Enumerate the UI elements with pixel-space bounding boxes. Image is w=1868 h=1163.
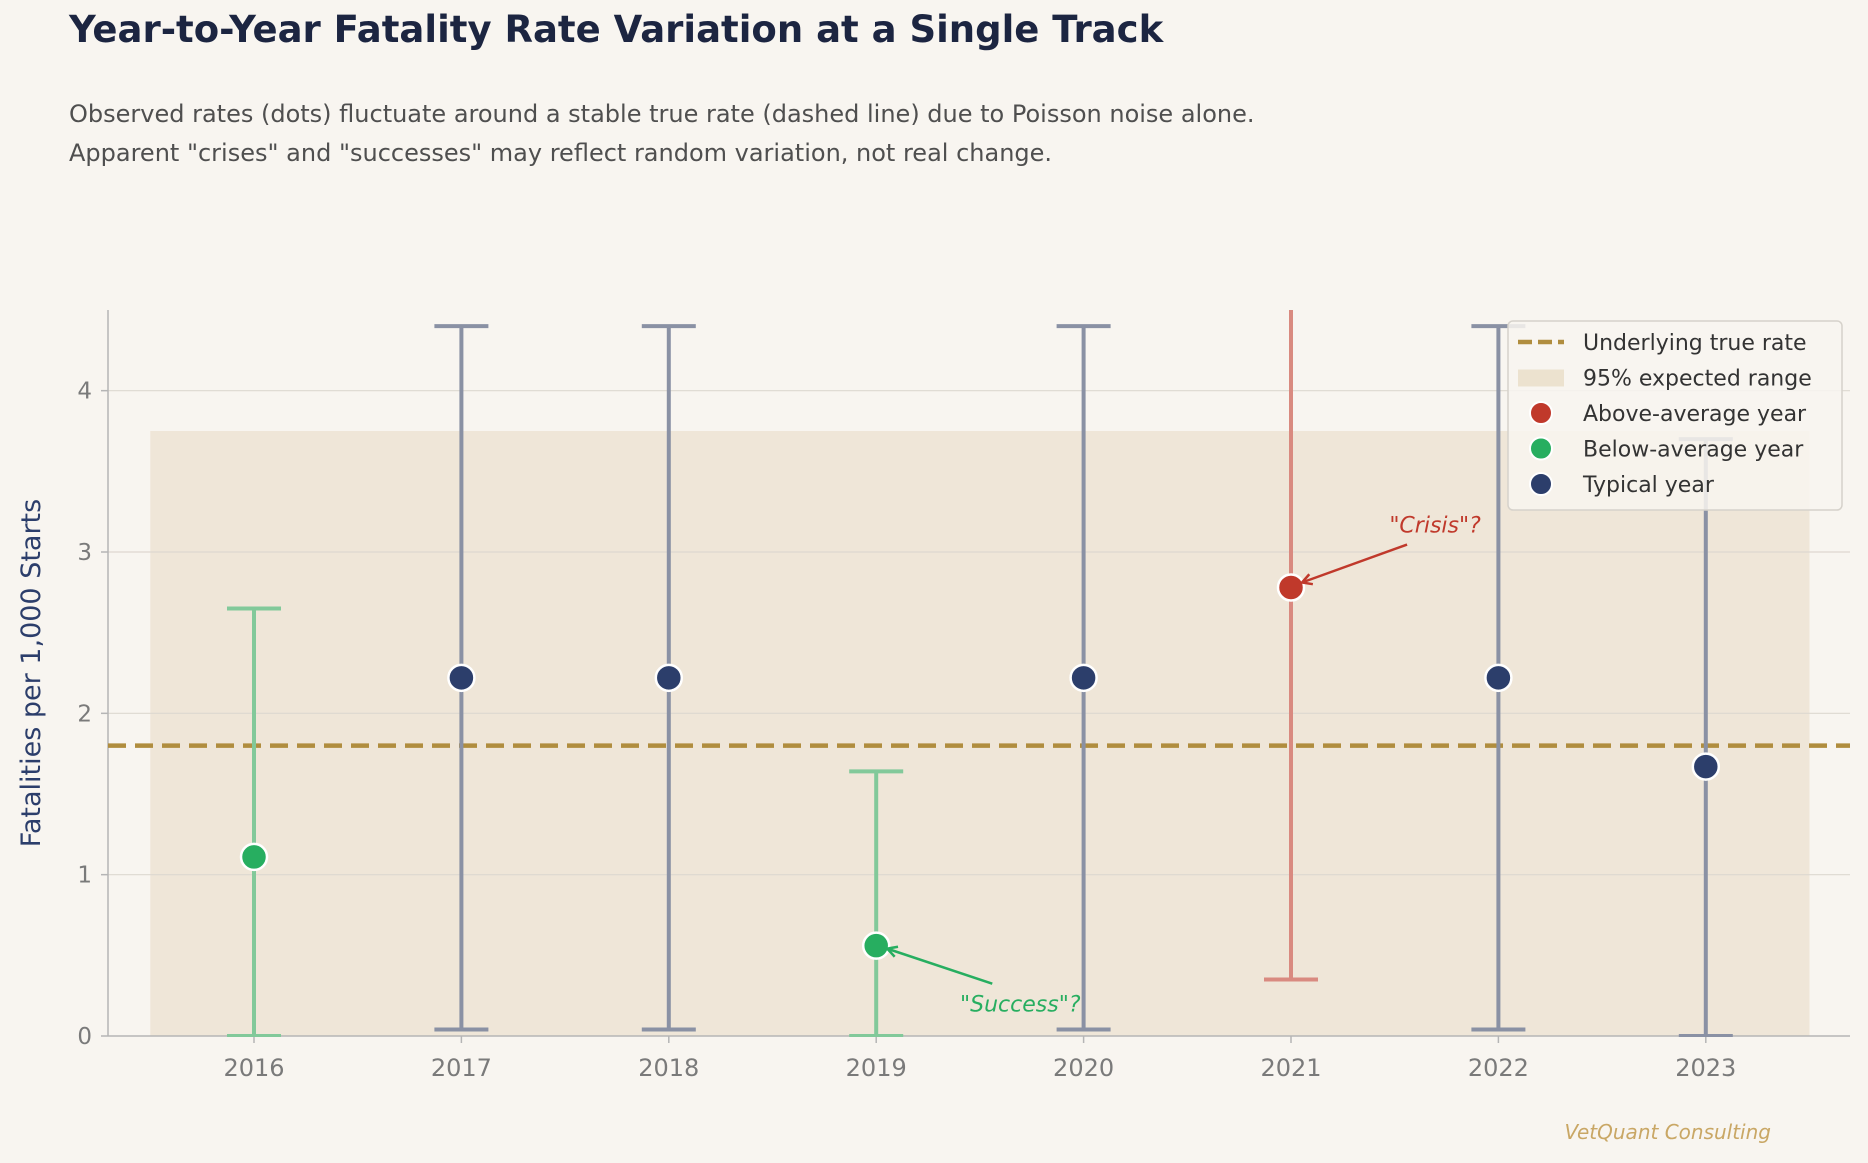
x-tick-label: 2021 <box>1260 1054 1321 1082</box>
data-point-2020 <box>1069 663 1098 693</box>
legend-label: Underlying true rate <box>1583 331 1807 356</box>
legend-label: Below-average year <box>1583 438 1804 463</box>
x-tick-label: 2023 <box>1675 1054 1736 1082</box>
legend-label: 95% expected range <box>1583 367 1812 392</box>
annotation-arrow <box>886 947 993 985</box>
chart-title: Year-to-Year Fatality Rate Variation at … <box>69 8 1164 51</box>
y-tick-label: 2 <box>77 701 92 727</box>
legend-swatch-dot <box>1529 472 1553 496</box>
legend-swatch-band <box>1518 369 1564 387</box>
data-point-2021 <box>1276 573 1306 602</box>
y-tick-label: 1 <box>77 863 92 889</box>
error-bar <box>1264 310 1318 982</box>
annotation-arrowhead <box>884 945 899 958</box>
annotation-arrow <box>1301 543 1408 584</box>
x-tick-label: 2017 <box>431 1054 492 1082</box>
legend-item: Underlying true rate <box>1518 331 1807 356</box>
subtitle-line-1: Observed rates (dots) fluctuate around a… <box>69 100 1255 128</box>
legend-swatch-dot <box>1529 401 1553 425</box>
legend-item: Below-average year <box>1529 436 1804 463</box>
legend-swatch-dot <box>1529 436 1553 461</box>
chart-subtitle: Observed rates (dots) fluctuate around a… <box>69 95 1255 173</box>
data-point-2019 <box>861 931 891 960</box>
data-point-2016 <box>239 842 269 872</box>
legend-box <box>1507 320 1843 511</box>
x-tick-label: 2018 <box>638 1054 699 1082</box>
x-tick-label: 2022 <box>1468 1054 1529 1082</box>
error-bar <box>227 606 281 1037</box>
legend-item: Above-average year <box>1529 401 1807 427</box>
footer-credit: VetQuant Consulting <box>1564 1120 1771 1144</box>
data-point-2017 <box>447 663 476 693</box>
x-tick-label: 2020 <box>1053 1054 1114 1082</box>
error-bar <box>849 769 904 1037</box>
subtitle-line-2: Apparent "crises" and "successes" may re… <box>69 139 1053 167</box>
expected-range-band <box>150 431 1810 1036</box>
annotation-label: "Success"? <box>960 993 1081 1018</box>
x-tick-label: 2016 <box>223 1054 284 1082</box>
legend-label: Above-average year <box>1583 402 1807 427</box>
x-tick-label: 2019 <box>846 1054 907 1082</box>
y-tick-label: 0 <box>77 1024 92 1050</box>
y-axis-label: Fatalities per 1,000 Starts <box>16 499 47 847</box>
data-point-2022 <box>1484 663 1513 693</box>
annotation-label: "Crisis"? <box>1389 514 1481 539</box>
data-point-2018 <box>654 663 684 693</box>
y-tick-label: 4 <box>77 379 92 405</box>
legend-item: Typical year <box>1529 472 1715 498</box>
data-point-2023 <box>1691 752 1721 781</box>
y-tick-label: 3 <box>77 540 92 566</box>
annotation-arrowhead <box>1299 573 1314 586</box>
legend-item: 95% expected range <box>1518 367 1812 392</box>
legend-label: Typical year <box>1582 473 1715 498</box>
